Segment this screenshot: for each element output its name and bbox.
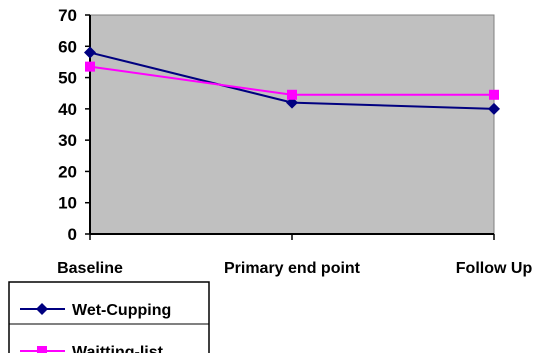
data-point-square xyxy=(489,89,499,100)
x-category-label: Primary end point xyxy=(224,260,361,277)
y-tick-label: 40 xyxy=(58,100,77,119)
data-point-square xyxy=(287,89,297,100)
series-layer xyxy=(84,46,500,115)
legend-entry: Wet-Cupping xyxy=(20,302,171,319)
y-tick-label: 30 xyxy=(58,131,77,150)
legend: Wet-Cupping Waitting-list xyxy=(8,281,210,353)
x-category-label: Follow Up xyxy=(456,260,533,277)
x-axis: Baseline Primary end point Follow Up xyxy=(57,233,533,277)
y-tick-label: 70 xyxy=(58,6,77,25)
data-point-square xyxy=(85,61,95,72)
legend-marker-square xyxy=(37,346,47,353)
data-point-diamond xyxy=(488,102,500,115)
y-axis: 0 10 20 30 40 50 60 70 xyxy=(58,6,91,244)
y-tick-label: 0 xyxy=(68,225,77,244)
y-tick-label: 10 xyxy=(58,194,77,213)
x-category-label: Baseline xyxy=(57,260,123,277)
legend-entry: Waitting-list xyxy=(20,344,164,353)
plot-area xyxy=(89,14,495,235)
legend-label: Wet-Cupping xyxy=(72,302,171,319)
y-tick-label: 20 xyxy=(58,162,77,181)
legend-marker-diamond xyxy=(36,303,48,315)
series-waitting-list xyxy=(85,61,499,100)
legend-label: Waitting-list xyxy=(72,344,164,353)
y-tick-label: 60 xyxy=(58,37,77,56)
y-tick-label: 50 xyxy=(58,69,77,88)
data-point-diamond xyxy=(84,46,96,59)
